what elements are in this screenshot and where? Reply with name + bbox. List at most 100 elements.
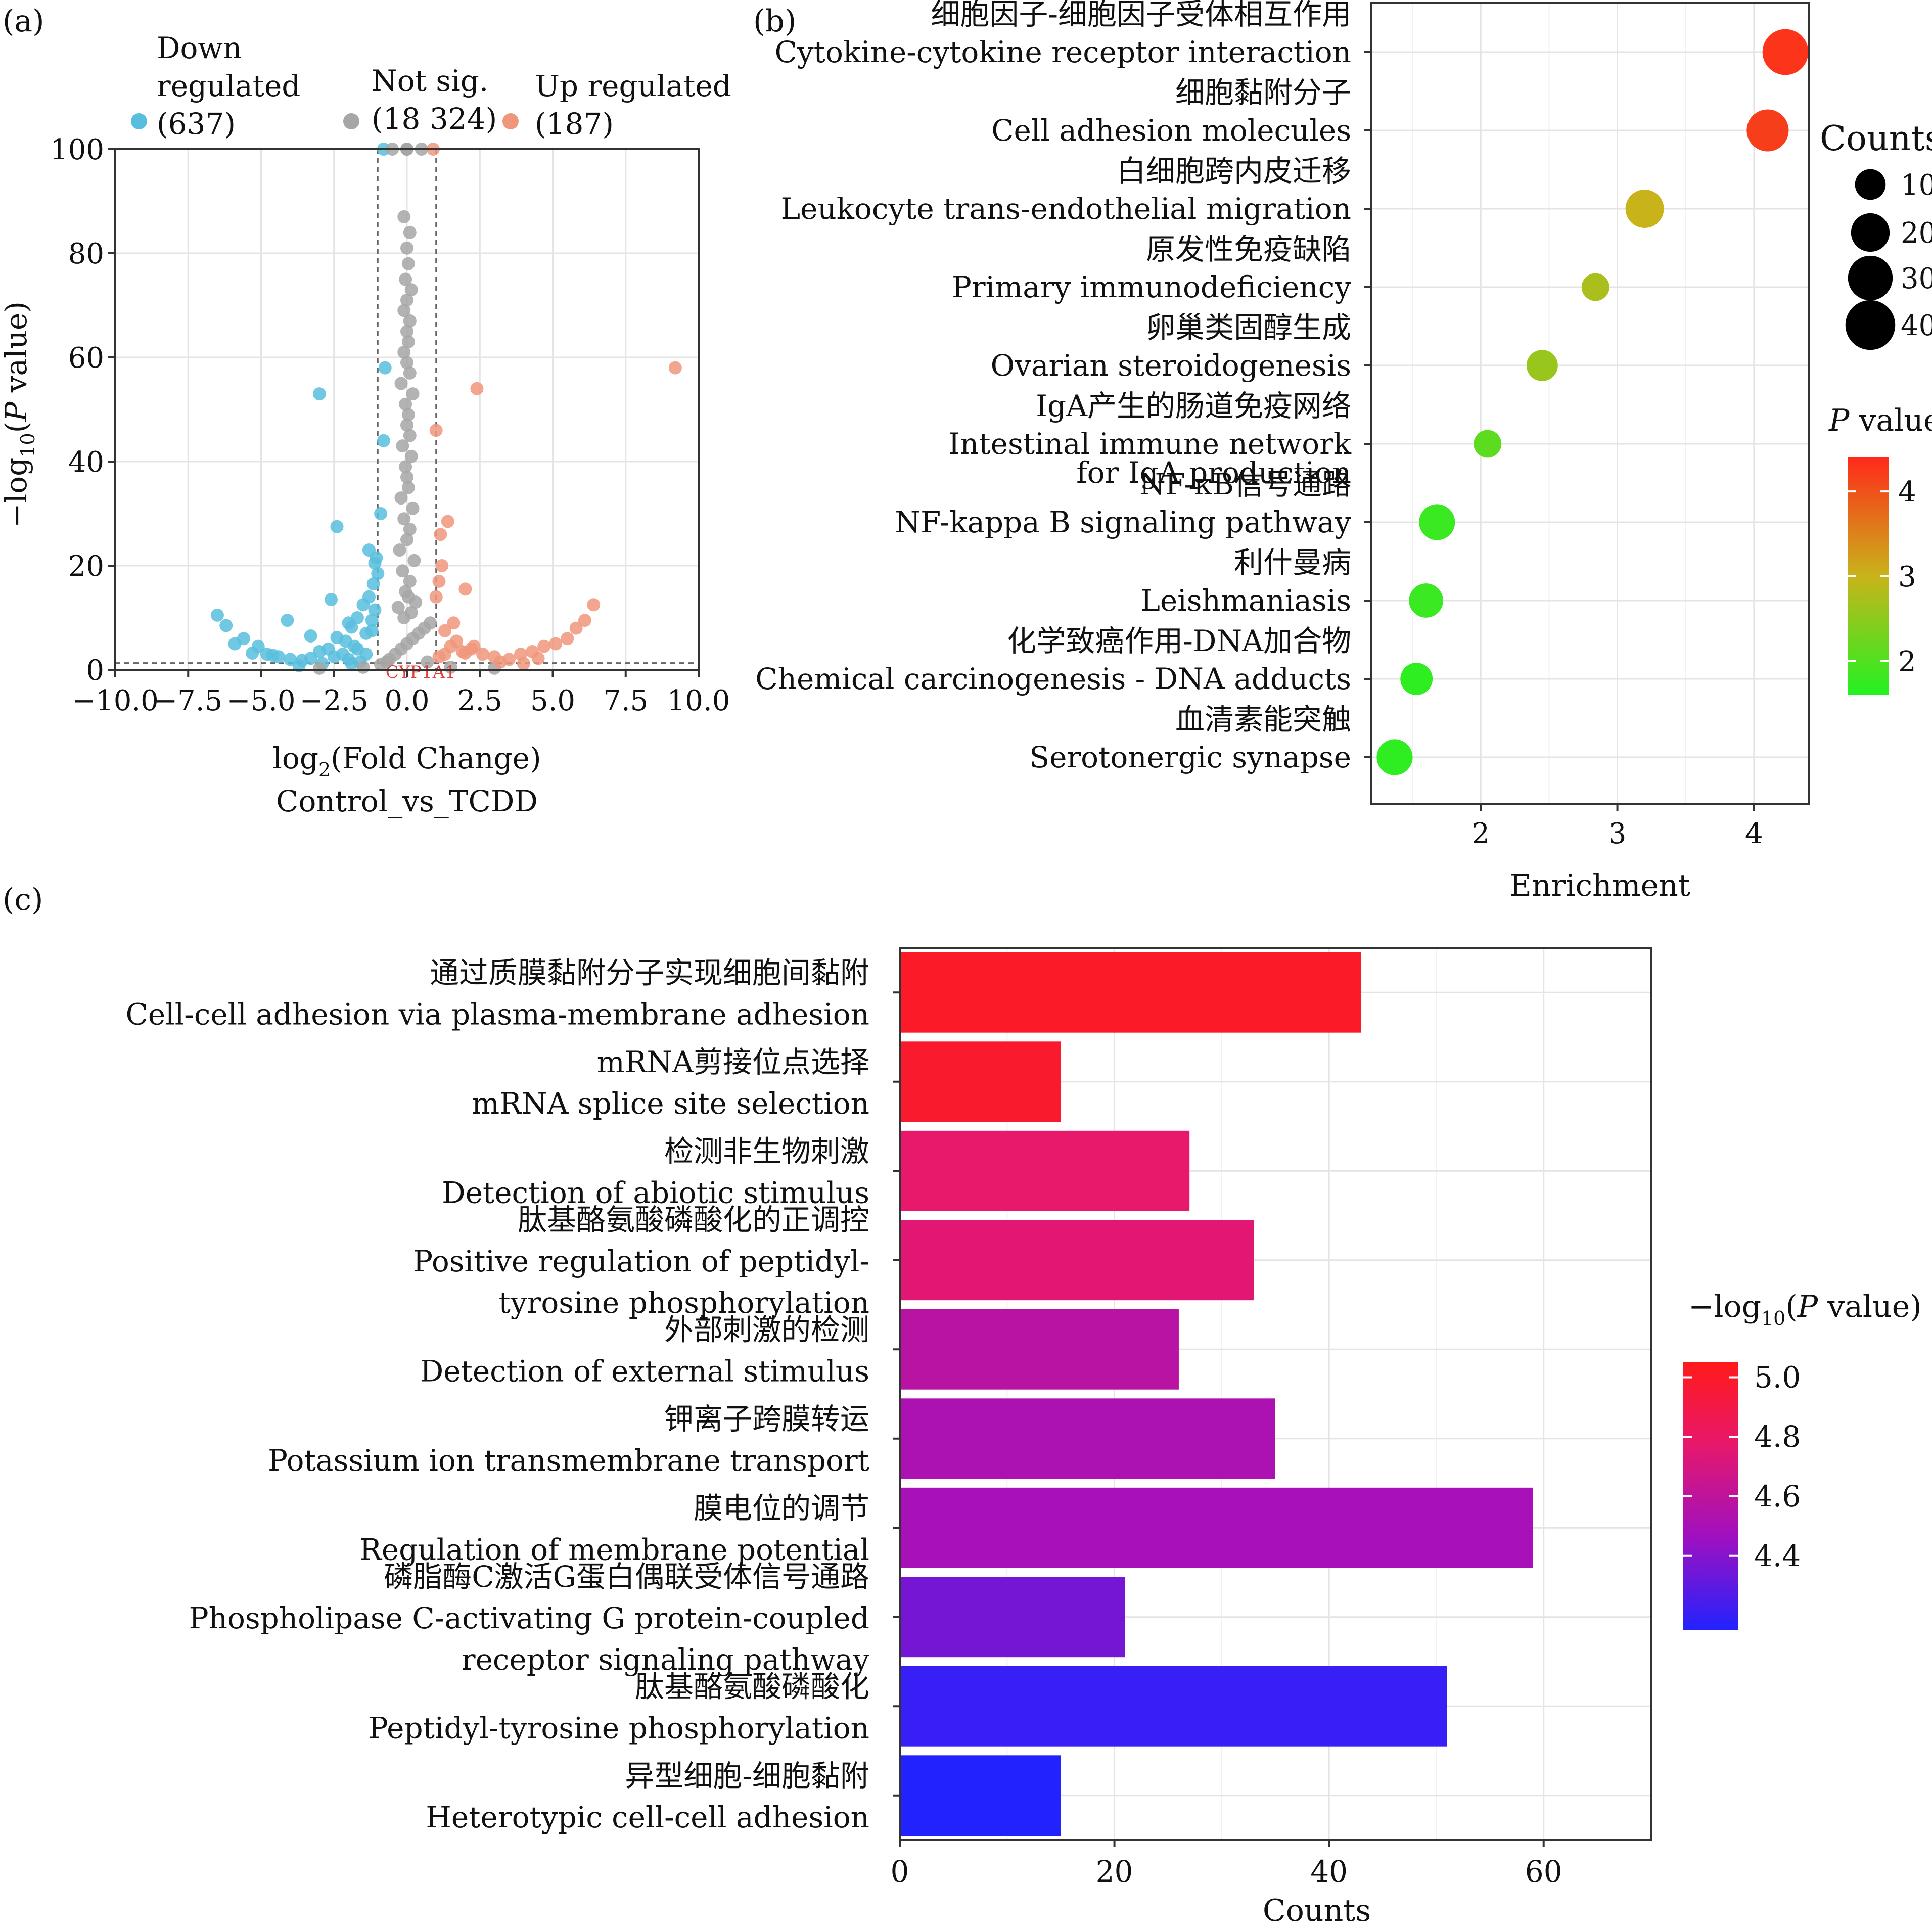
panel-c-color-title-sub: 10 bbox=[1761, 1307, 1785, 1330]
panel-a-point-1-40 bbox=[403, 314, 417, 328]
panel-c-color-title-main: −log bbox=[1688, 1289, 1761, 1324]
panel-c-colorbar-label-0: 4.4 bbox=[1754, 1539, 1801, 1573]
panel-c-go-bar-chart: (c) 通过质膜黏附分子实现细胞间黏附 Cell-cell adhesion vi… bbox=[3, 882, 1922, 1925]
panel-a-point-1-27 bbox=[404, 449, 418, 463]
panel-c-bars bbox=[900, 952, 1533, 1836]
panel-a-xlabel-sub: 2 bbox=[318, 759, 331, 781]
panel-a-point-1-48 bbox=[397, 210, 411, 223]
panel-b-size-legend-dot-0 bbox=[1855, 169, 1886, 200]
panel-b-xtick-label-0: 2 bbox=[1471, 817, 1490, 850]
panel-c-category-3-2: tyrosine phosphorylation bbox=[499, 1286, 869, 1320]
panel-a-point-2-22 bbox=[429, 424, 443, 437]
panel-a-point-1-20 bbox=[403, 522, 417, 536]
panel-a-ylabel-main: −log bbox=[0, 457, 33, 528]
panel-c-category-8-0: 肽基酪氨酸磷酸化 bbox=[635, 1669, 869, 1704]
panel-a-legend-swatch-1 bbox=[343, 113, 359, 129]
panel-a-point-0-45 bbox=[365, 624, 379, 637]
panel-a-point-2-32 bbox=[429, 590, 443, 604]
panel-b-plot-frame bbox=[1370, 2, 1810, 805]
panel-c-bar-5 bbox=[900, 1398, 1275, 1479]
panel-a-x-axis-label: log2(Fold Change) bbox=[272, 741, 541, 781]
panel-c-colorbar-label-3: 5.0 bbox=[1754, 1360, 1801, 1394]
panel-a-point-0-38 bbox=[362, 543, 376, 557]
panel-a-xtick-label-5: 2.5 bbox=[457, 684, 502, 717]
panel-c-bar-8 bbox=[900, 1666, 1447, 1747]
panel-a-point-0-36 bbox=[228, 637, 242, 651]
panel-b-size-legend-label-1: 20 bbox=[1901, 217, 1932, 250]
panel-b-color-title-italic: P bbox=[1828, 403, 1850, 438]
panel-a-point-1-44 bbox=[399, 272, 412, 286]
panel-a-ytick-label-5: 100 bbox=[50, 133, 104, 166]
panel-a-point-2-18 bbox=[458, 582, 472, 596]
panel-c-category-0-1: Cell-cell adhesion via plasma-membrane a… bbox=[125, 997, 869, 1031]
panel-a-point-1-47 bbox=[403, 225, 417, 239]
panel-a-point-1-10 bbox=[404, 606, 418, 619]
panel-a-point-0-48 bbox=[345, 657, 358, 670]
panel-b-category-zh-0: 细胞因子-细胞因子受体相互作用 bbox=[931, 0, 1351, 31]
panel-a-point-1-24 bbox=[401, 481, 415, 494]
panel-a-xtick-label-6: 5.0 bbox=[530, 684, 575, 717]
panel-b-category-en-7-0: Leishmaniasis bbox=[1140, 583, 1351, 618]
panel-b-kegg-dot-plot: (b) 细胞因子-细胞因子受体相互作用 Cytokine-cytokine rec… bbox=[753, 0, 1932, 903]
panel-a-annotation-cyp1a1: CYP1A1 bbox=[386, 662, 456, 682]
panel-c-category-9-1: Heterotypic cell-cell adhesion bbox=[426, 1800, 869, 1835]
panel-b-category-zh-6: NF-κB信号通路 bbox=[1139, 467, 1351, 501]
panel-b-colorbar-label-1: 3 bbox=[1898, 561, 1916, 593]
panel-a-point-2-12 bbox=[549, 637, 563, 651]
panel-c-xtick-label-3: 60 bbox=[1525, 1854, 1562, 1889]
panel-c-category-6-1: Regulation of membrane potential bbox=[359, 1532, 869, 1567]
panel-a-xtick-label-0: −10.0 bbox=[72, 684, 159, 717]
panel-a-point-2-27 bbox=[438, 624, 452, 637]
panel-a-xtick-label-1: −7.5 bbox=[154, 684, 222, 717]
panel-c-bar-2 bbox=[900, 1130, 1190, 1211]
panel-a-point-0-0 bbox=[210, 608, 224, 622]
panel-a-point-0-25 bbox=[312, 387, 326, 401]
panel-b-dot-3 bbox=[1581, 273, 1609, 301]
panel-a-point-1-30 bbox=[400, 418, 413, 432]
panel-a-point-1-34 bbox=[394, 377, 408, 390]
panel-a-ytick-label-4: 80 bbox=[68, 238, 104, 270]
panel-b-category-labels: 细胞因子-细胞因子受体相互作用 Cytokine-cytokine recepto… bbox=[755, 0, 1371, 774]
panel-a-point-1-50 bbox=[380, 655, 393, 669]
panel-c-category-3-0: 肽基酪氨酸磷酸化的正调控 bbox=[518, 1203, 869, 1237]
panel-c-color-legend-title: −log10(P value) bbox=[1688, 1289, 1922, 1330]
panel-b-category-en-5-0: Intestinal immune network bbox=[948, 427, 1352, 461]
panel-a-point-1-36 bbox=[400, 356, 413, 370]
panel-c-category-2-1: Detection of abiotic stimulus bbox=[442, 1175, 869, 1210]
panel-c-colorbar-label-1: 4.6 bbox=[1754, 1479, 1801, 1514]
panel-b-label: (b) bbox=[753, 4, 796, 39]
panel-a-point-1-15 bbox=[403, 574, 417, 588]
panel-a-point-1-42 bbox=[400, 293, 413, 307]
panel-a-point-0-41 bbox=[368, 603, 382, 617]
panel-a-point-2-30 bbox=[517, 657, 530, 670]
panel-a-legend-text-1-0: Not sig. bbox=[372, 64, 488, 98]
panel-c-category-5-1: Potassium ion transmembrane transport bbox=[268, 1443, 869, 1478]
panel-c-bar-9 bbox=[900, 1755, 1061, 1836]
panel-a-point-2-21 bbox=[441, 515, 454, 528]
panel-b-category-en-6-0: NF-kappa B signaling pathway bbox=[895, 505, 1351, 539]
panel-c-color-title-italic: P bbox=[1797, 1289, 1819, 1324]
panel-b-category-en-2-0: Leukocyte trans-endothelial migration bbox=[781, 192, 1351, 226]
panel-b-xtick-label-1: 3 bbox=[1608, 817, 1627, 850]
panel-a-xlabel-rest: (Fold Change) bbox=[331, 741, 541, 775]
panel-a-points bbox=[210, 143, 682, 675]
panel-a-point-1-54 bbox=[312, 661, 326, 675]
panel-b-xtick-label-2: 4 bbox=[1745, 817, 1763, 850]
panel-a-xtick-label-3: −2.5 bbox=[300, 684, 369, 717]
panel-a-point-0-17 bbox=[362, 590, 376, 604]
panel-c-category-4-1: Detection of external stimulus bbox=[420, 1354, 869, 1388]
panel-b-colorbar-ticks: 2 3 4 bbox=[1848, 476, 1916, 678]
panel-a-ylabel-open: ( bbox=[0, 422, 33, 433]
panel-b-category-zh-4: 卵巢类固醇生成 bbox=[1146, 310, 1351, 345]
panel-a-point-0-44 bbox=[342, 616, 355, 630]
panel-a-point-1-14 bbox=[399, 585, 412, 599]
panel-b-category-en-3-0: Primary immunodeficiency bbox=[952, 270, 1351, 304]
panel-a-legend-text-1-1: (18 324) bbox=[372, 102, 497, 136]
panel-a-point-2-11 bbox=[537, 639, 551, 653]
panel-a-xlabel-main: log bbox=[272, 741, 318, 775]
panel-a-point-2-28 bbox=[447, 616, 461, 630]
panel-a-point-1-41 bbox=[397, 304, 411, 317]
panel-a-label: (a) bbox=[3, 4, 44, 39]
panel-a-point-1-51 bbox=[421, 655, 434, 669]
panel-c-category-1-0: mRNA剪接位点选择 bbox=[597, 1045, 869, 1079]
